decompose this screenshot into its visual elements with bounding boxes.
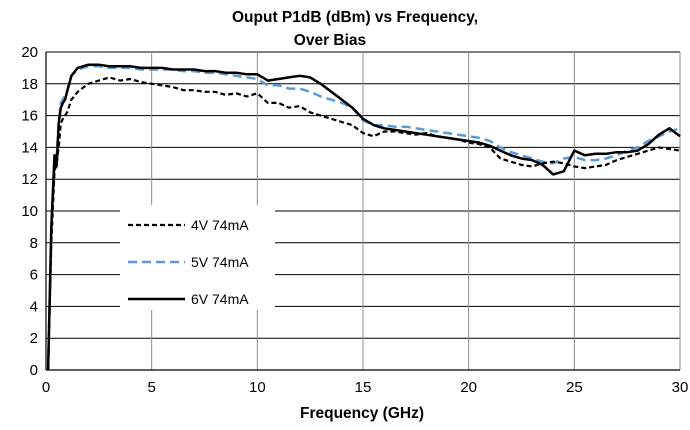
- legend-label-2: 5V 74mA: [191, 254, 249, 270]
- y-tick-label: 20: [21, 44, 38, 61]
- y-tick-label: 8: [30, 235, 38, 252]
- legend-background: [120, 205, 275, 310]
- y-tick-label: 2: [30, 330, 38, 347]
- y-tick-label: 0: [30, 362, 38, 379]
- x-tick-label: 20: [460, 379, 477, 396]
- x-tick-label: 10: [249, 379, 266, 396]
- series-line-1: [47, 76, 681, 371]
- y-tick-label: 10: [21, 203, 38, 220]
- x-tick-label: 30: [672, 379, 689, 396]
- x-tick-label: 15: [355, 379, 372, 396]
- series-line-3: [46, 63, 681, 371]
- x-tick-label: 25: [566, 379, 583, 396]
- legend: 4V 74mA 5V 74mA 6V 74mA: [120, 205, 275, 310]
- chart-title-line1: Ouput P1dB (dBm) vs Frequency,: [232, 9, 478, 26]
- y-tick-label: 14: [21, 139, 38, 156]
- series-lines: [46, 63, 681, 371]
- x-tick-label: 0: [42, 379, 50, 396]
- tick-labels: 0 2 4 6 8 10 12 14 16 18 20 0 5 10 15 20 25 30: [21, 44, 688, 396]
- y-tick-label: 4: [30, 298, 38, 315]
- axes: [45, 52, 680, 371]
- chart-title-line2: Over Bias: [294, 32, 366, 49]
- y-tick-label: 6: [30, 267, 38, 284]
- y-tick-label: 16: [21, 108, 38, 125]
- x-axis-title: Frequency (GHz): [300, 405, 424, 422]
- x-tick-label: 5: [147, 379, 155, 396]
- legend-label-1: 4V 74mA: [191, 217, 249, 233]
- legend-label-3: 6V 74mA: [191, 291, 249, 307]
- y-tick-label: 18: [21, 76, 38, 93]
- y-tick-label: 12: [21, 171, 38, 188]
